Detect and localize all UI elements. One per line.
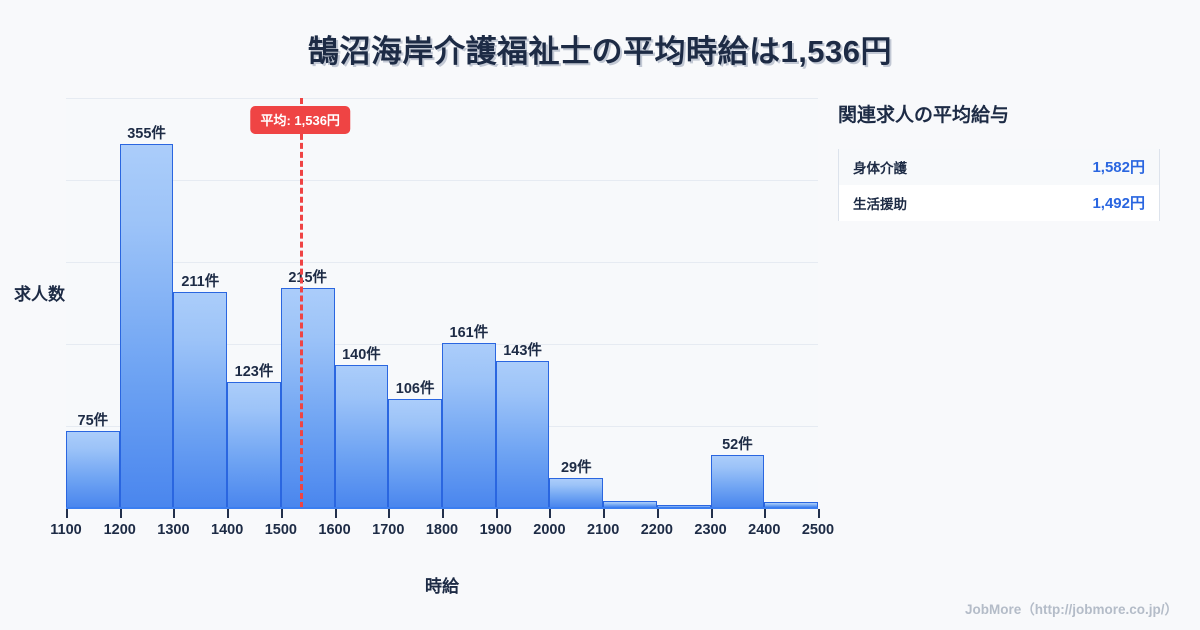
bar (280, 287, 335, 508)
x-axis-tick (603, 509, 606, 518)
related-salary-row: 生活援助 1,492円 (839, 185, 1159, 221)
x-axis-tick (442, 509, 444, 518)
x-axis-tick (66, 509, 68, 518)
bar (442, 342, 496, 508)
chart-plot-area (66, 98, 818, 508)
related-salary-table: 身体介護 1,582円生活援助 1,492円 (838, 149, 1160, 221)
x-axis-tick-label: 2300 (694, 522, 727, 538)
related-salary-panel: 関連求人の平均給与 身体介護 1,582円生活援助 1,492円 (838, 100, 1168, 221)
x-axis-tick-label: 1900 (479, 522, 512, 538)
related-salary-title: 関連求人の平均給与 (838, 105, 1010, 126)
x-axis-tick-label: 1800 (425, 522, 459, 538)
x-axis-line (66, 507, 818, 509)
related-salary-row: 身体介護 1,582円 (839, 149, 1159, 185)
bar-value-label: 123件 (234, 363, 274, 380)
page-title: 鵠沼海岸介護福祉士の平均時給は1,536円 (307, 34, 893, 69)
x-axis-tick-label: 1700 (372, 522, 405, 538)
gridline (66, 180, 818, 181)
bar-value-label: 355件 (127, 126, 166, 143)
x-axis-tick-label: 2100 (587, 522, 620, 538)
bar (549, 478, 604, 508)
gridline (66, 262, 818, 263)
related-salary-row-value: 1,582円 (1092, 159, 1145, 176)
bar (66, 431, 120, 508)
x-axis-tick (334, 509, 337, 518)
x-axis-tick-label: 1600 (318, 522, 351, 538)
x-axis-tick-label: 1400 (211, 522, 244, 538)
bar (710, 454, 765, 508)
x-axis-tick-label: 1100 (50, 522, 82, 538)
x-axis-tick (656, 509, 659, 518)
bar-value-label: 143件 (503, 343, 542, 360)
bar (173, 291, 228, 508)
bar-value-label: 52件 (722, 436, 753, 453)
x-axis-tick (119, 509, 122, 518)
x-axis-tick-label: 2000 (533, 522, 566, 538)
x-axis-tick (549, 509, 552, 518)
x-axis-tick-label: 1500 (264, 522, 297, 538)
x-axis-tick-label: 2500 (801, 522, 835, 538)
bar-value-label: 75件 (77, 413, 109, 430)
x-axis-tick-label: 1300 (157, 522, 190, 538)
related-salary-row-value: 1,492円 (1092, 195, 1145, 212)
gridline (66, 98, 818, 99)
bar-value-label: 140件 (342, 346, 381, 363)
average-line (300, 98, 304, 508)
related-salary-row-label: 身体介護 (853, 160, 907, 176)
bar (119, 144, 174, 508)
x-axis-tick (227, 509, 230, 518)
bar (495, 361, 550, 508)
x-axis-title: 時給 (425, 577, 459, 596)
x-axis-tick (388, 509, 391, 518)
x-axis-tick (173, 509, 176, 518)
average-badge: 平均: 1,536円 (250, 106, 350, 134)
x-axis-tick-label: 2200 (640, 522, 673, 538)
bar (334, 364, 389, 508)
x-axis-tick (818, 509, 820, 518)
bar (227, 381, 281, 508)
bar-value-label: 161件 (449, 324, 489, 341)
bar-value-label: 211件 (181, 273, 220, 290)
x-axis-tick (710, 509, 713, 518)
bar-value-label: 215件 (288, 269, 328, 286)
x-axis-tick (495, 509, 498, 518)
x-axis-tick (764, 509, 767, 518)
bar (388, 399, 442, 508)
x-axis-tick (280, 509, 283, 518)
bar-value-label: 106件 (395, 381, 435, 398)
y-axis-title: 求人数 (14, 285, 65, 304)
x-axis-tick-label: 2400 (748, 522, 781, 538)
related-salary-row-label: 生活援助 (853, 196, 907, 212)
footer-watermark: JobMore（http://jobmore.co.jp/） (965, 602, 1178, 617)
x-axis-tick-label: 1200 (103, 522, 136, 538)
bar-value-label: 29件 (560, 460, 592, 477)
